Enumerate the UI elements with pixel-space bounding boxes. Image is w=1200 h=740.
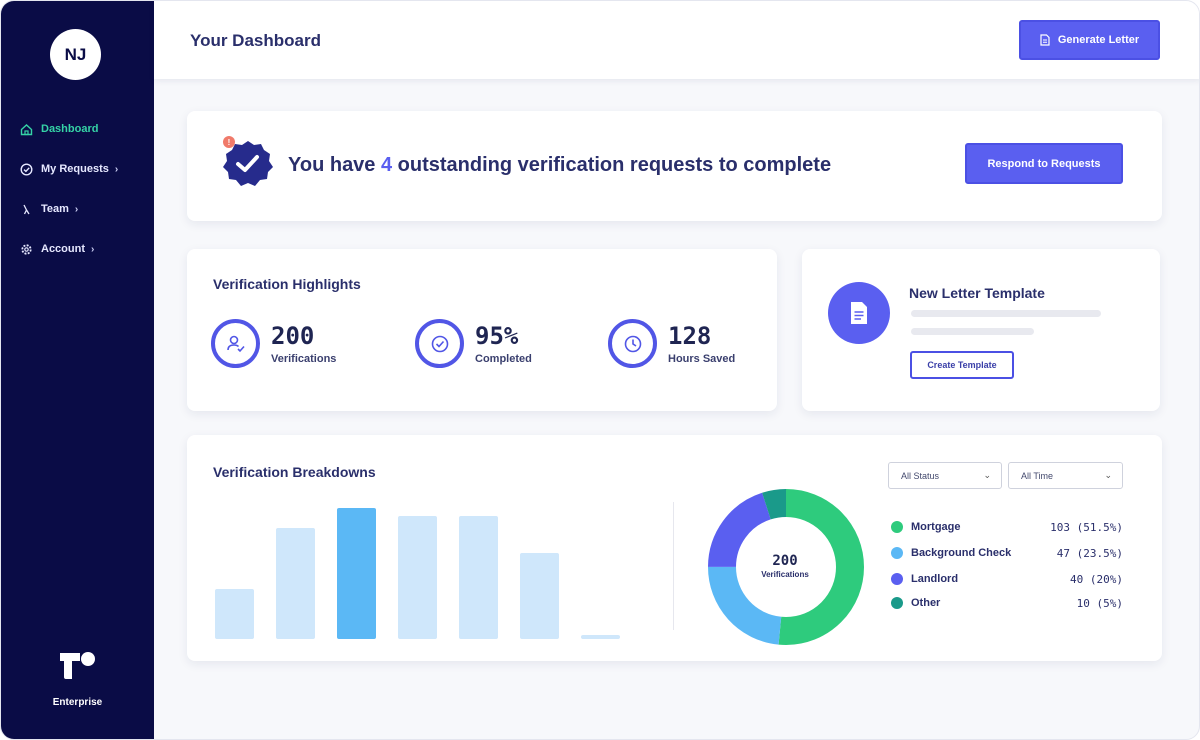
legend-name: Other — [911, 597, 941, 609]
donut-center-value: 200 — [772, 553, 798, 569]
stat-value: 95% — [475, 321, 519, 350]
legend-name: Landlord — [911, 573, 959, 585]
highlights-title: Verification Highlights — [213, 276, 361, 292]
chart-bar — [398, 516, 437, 639]
donut-center-label: Verifications — [761, 570, 809, 579]
sidebar-item-label: Account — [41, 243, 85, 255]
donut-center: 200 Verifications — [745, 553, 825, 579]
chevron-right-icon: › — [74, 203, 79, 215]
stat-value: 128 — [668, 321, 712, 350]
legend-item-landlord: Landlord 40 (20%) — [891, 569, 1123, 589]
time-filter-value: All Time — [1021, 470, 1054, 481]
new-letter-template-card: New Letter Template Create Template — [802, 249, 1160, 411]
template-title: New Letter Template — [909, 285, 1045, 301]
divider — [673, 502, 674, 630]
sidebar-item-my-requests[interactable]: My Requests › — [1, 149, 154, 189]
team-icon — [19, 202, 33, 216]
legend-count: 47 (23.5%) — [1056, 546, 1123, 560]
stat-completed: 95% Completed — [415, 319, 532, 368]
legend-count: 40 (20%) — [1070, 572, 1123, 586]
legend-item-other: Other 10 (5%) — [891, 593, 1123, 613]
chart-bar — [459, 516, 498, 639]
respond-to-requests-button[interactable]: Respond to Requests — [965, 143, 1123, 184]
top-header: Your Dashboard Generate Letter — [154, 1, 1199, 79]
legend-count: 103 (51.5%) — [1050, 520, 1123, 534]
home-icon — [19, 122, 33, 136]
status-filter-value: All Status — [901, 470, 940, 481]
chart-bar — [520, 553, 559, 639]
sidebar-item-dashboard[interactable]: Dashboard — [1, 109, 154, 149]
create-template-button[interactable]: Create Template — [910, 351, 1014, 379]
generate-letter-label: Generate Letter — [1057, 34, 1140, 46]
sidebar-item-label: My Requests — [41, 163, 109, 175]
chart-bar — [215, 589, 254, 639]
document-icon — [1040, 34, 1050, 46]
brand: Enterprise — [1, 651, 154, 708]
legend-dot — [891, 597, 903, 609]
stat-verifications: 200 Verifications — [211, 319, 336, 368]
chevron-right-icon: › — [91, 243, 95, 255]
legend-name: Mortgage — [911, 521, 961, 533]
check-circle-icon — [19, 162, 33, 176]
sidebar-nav: Dashboard My Requests › Team › — [1, 109, 154, 269]
donut-slice-other — [708, 489, 864, 645]
donut-slice-background-check — [708, 489, 864, 645]
sidebar-item-account[interactable]: Account › — [1, 229, 154, 269]
verification-breakdowns-card: Verification Breakdowns All Status ⌄ All… — [187, 435, 1162, 661]
chevron-right-icon: › — [114, 163, 119, 175]
alert-badge-count: ! — [228, 138, 231, 147]
verification-highlights-card: Verification Highlights 200 Verification… — [187, 249, 777, 411]
verified-badge-icon: ! — [223, 136, 273, 186]
sidebar-item-label: Team — [41, 203, 69, 215]
brand-label: Enterprise — [52, 697, 103, 708]
chevron-down-icon: ⌄ — [1104, 470, 1112, 480]
placeholder-line — [911, 310, 1101, 317]
chevron-down-icon: ⌄ — [983, 470, 991, 480]
stat-hours-saved: 128 Hours Saved — [608, 319, 735, 368]
legend-item-background-check: Background Check 47 (23.5%) — [891, 543, 1123, 563]
brand-logo-icon — [59, 652, 95, 679]
legend-dot — [891, 547, 903, 559]
user-check-icon — [211, 319, 260, 368]
generate-letter-button[interactable]: Generate Letter — [1019, 20, 1160, 60]
sidebar-item-label: Dashboard — [41, 123, 99, 135]
placeholder-line — [911, 328, 1034, 335]
status-filter-select[interactable]: All Status ⌄ — [888, 462, 1002, 489]
clock-icon — [608, 319, 657, 368]
stat-label: Verifications — [271, 352, 337, 365]
stat-label: Completed — [475, 352, 532, 365]
legend-dot — [891, 521, 903, 533]
donut-chart — [708, 489, 864, 645]
avatar[interactable]: NJ — [50, 29, 101, 80]
outstanding-requests-card: ! You have 4 outstanding verification re… — [187, 111, 1162, 221]
chart-bar — [276, 528, 315, 639]
message-suffix: outstanding verification requests to com… — [392, 154, 832, 176]
chart-bar — [337, 508, 376, 639]
chart-bar — [581, 635, 620, 639]
gear-icon — [19, 242, 33, 256]
legend-dot — [891, 573, 903, 585]
outstanding-count: 4 — [381, 154, 393, 176]
legend-count: 10 (5%) — [1076, 596, 1123, 610]
legend-item-mortgage: Mortgage 103 (51.5%) — [891, 517, 1123, 537]
stat-value: 200 — [271, 321, 315, 350]
sidebar-item-team[interactable]: Team › — [1, 189, 154, 229]
sidebar: NJ Dashboard My Requests › Team › — [1, 1, 154, 739]
time-filter-select[interactable]: All Time ⌄ — [1008, 462, 1123, 489]
check-circle-icon — [415, 319, 464, 368]
breakdowns-title: Verification Breakdowns — [213, 464, 376, 480]
legend-name: Background Check — [911, 547, 1012, 559]
document-icon — [828, 282, 890, 344]
message-prefix: You have — [288, 154, 381, 176]
stat-label: Hours Saved — [668, 352, 736, 365]
page-title: Your Dashboard — [190, 31, 321, 50]
outstanding-message: You have 4 outstanding verification requ… — [288, 154, 831, 177]
